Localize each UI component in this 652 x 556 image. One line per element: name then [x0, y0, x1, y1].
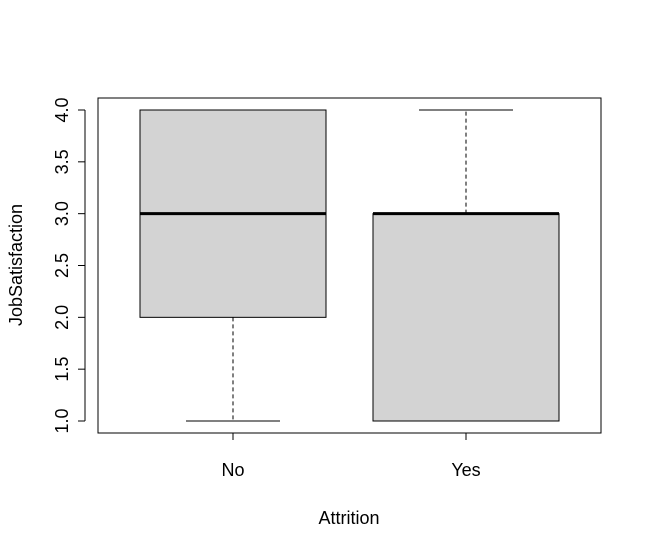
y-axis-label: JobSatisfaction: [6, 204, 26, 326]
boxes-layer: [139, 109, 560, 422]
y-tick-label: 1.0: [52, 408, 72, 433]
box-no: [139, 109, 327, 422]
x-tick-label: Yes: [451, 460, 480, 480]
y-tick-label: 3.0: [52, 201, 72, 226]
y-axis: 1.0 1.5 2.0 2.5 3.0 3.5 4.0: [52, 97, 86, 434]
x-axis: No Yes: [221, 432, 481, 480]
y-tick-label: 2.5: [52, 253, 72, 278]
x-tick-label: No: [221, 460, 244, 480]
y-tick-label: 2.0: [52, 305, 72, 330]
x-axis-label: Attrition: [318, 508, 379, 528]
iqr-box: [372, 213, 560, 422]
box-yes: [372, 109, 560, 422]
y-tick-label: 3.5: [52, 149, 72, 174]
y-tick-label: 4.0: [52, 97, 72, 122]
y-tick-label: 1.5: [52, 357, 72, 382]
